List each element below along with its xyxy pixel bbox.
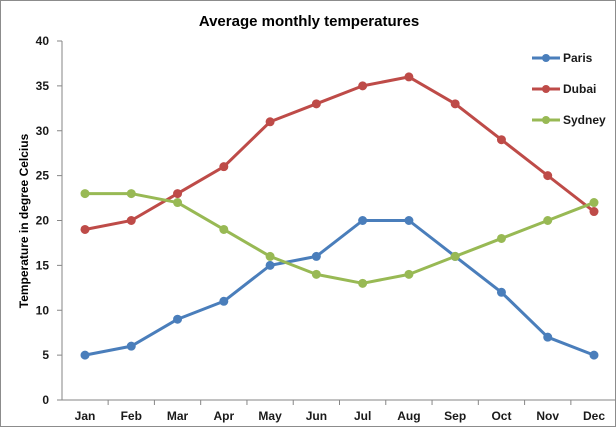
y-tick-label: 0: [42, 393, 49, 407]
data-point-dubai: [496, 135, 506, 145]
data-point-sydney: [126, 189, 136, 199]
x-tick-label: Dec: [583, 409, 605, 423]
chart-title: Average monthly temperatures: [199, 13, 419, 30]
y-tick-label: 5: [42, 348, 49, 362]
series-line-sydney: [83, 192, 596, 285]
x-tick-label: Apr: [213, 409, 234, 423]
data-point-paris: [219, 296, 229, 306]
data-point-paris: [265, 260, 275, 270]
y-tick-label: 30: [36, 124, 50, 138]
data-point-paris: [126, 341, 136, 351]
data-point-sydney: [450, 251, 460, 261]
data-point-dubai: [219, 162, 229, 172]
data-point-dubai: [543, 171, 553, 181]
data-point-paris: [173, 314, 183, 324]
data-point-dubai: [265, 117, 275, 127]
y-tick-label: 35: [36, 79, 50, 93]
data-point-sydney: [589, 198, 599, 208]
legend: Paris Dubai Sydney: [532, 51, 606, 127]
legend-marker: [542, 85, 550, 93]
data-point-paris: [404, 216, 414, 225]
series-line-dubai: [83, 75, 596, 231]
data-point-sydney: [543, 216, 553, 225]
legend-item-dubai: Dubai: [532, 82, 596, 96]
data-point-sydney: [496, 233, 506, 243]
x-tick-label: Mar: [167, 409, 189, 423]
x-tick-label: Jan: [75, 409, 96, 423]
y-tick-label: 15: [36, 258, 50, 272]
series-sydney: [80, 189, 599, 288]
y-tick-label: 10: [36, 303, 50, 317]
data-point-paris: [358, 216, 368, 225]
data-point-paris: [543, 332, 553, 342]
x-tick-label: Oct: [491, 409, 511, 423]
data-point-dubai: [589, 207, 599, 217]
data-point-dubai: [450, 99, 460, 109]
data-point-dubai: [80, 224, 90, 234]
x-tick-label: Nov: [536, 409, 559, 423]
data-point-dubai: [404, 72, 414, 82]
legend-marker: [542, 116, 550, 124]
x-tick-label: Jul: [354, 409, 371, 423]
x-tick-label: Feb: [121, 409, 142, 423]
data-point-sydney: [404, 269, 414, 279]
legend-label: Dubai: [563, 82, 596, 96]
data-point-sydney: [219, 224, 229, 234]
x-tick-label: May: [258, 409, 282, 423]
series-paris: [80, 216, 599, 360]
data-point-paris: [80, 350, 90, 360]
legend-item-sydney: Sydney: [532, 113, 606, 127]
data-point-sydney: [80, 189, 90, 199]
data-point-dubai: [311, 99, 321, 109]
data-point-paris: [311, 251, 321, 261]
data-point-sydney: [173, 198, 183, 208]
legend-label: Paris: [563, 51, 593, 65]
legend-item-paris: Paris: [532, 51, 593, 65]
data-point-dubai: [358, 81, 368, 91]
data-point-paris: [496, 287, 506, 297]
y-tick-label: 20: [36, 214, 50, 228]
data-point-sydney: [311, 269, 321, 279]
x-tick-label: Sep: [444, 409, 466, 423]
y-tick-label: 25: [36, 169, 50, 183]
data-point-dubai: [126, 216, 136, 225]
data-point-sydney: [265, 251, 275, 261]
data-point-dubai: [173, 189, 183, 199]
y-axis-label: Temperature in degree Celcius: [17, 133, 31, 308]
data-point-sydney: [358, 278, 368, 288]
series-layer: [80, 72, 599, 360]
x-tick-label: Jun: [306, 409, 327, 423]
legend-label: Sydney: [563, 113, 606, 127]
y-tick-label: 40: [36, 34, 50, 48]
legend-marker: [542, 54, 550, 62]
x-tick-label: Aug: [397, 409, 420, 423]
axes: 0 5 10 15 20 25 30 35 40 Jan Feb Mar Apr May Jun Jul Aug…: [36, 34, 616, 423]
series-dubai: [80, 72, 599, 234]
data-point-paris: [589, 350, 599, 360]
series-line-paris: [83, 219, 596, 357]
